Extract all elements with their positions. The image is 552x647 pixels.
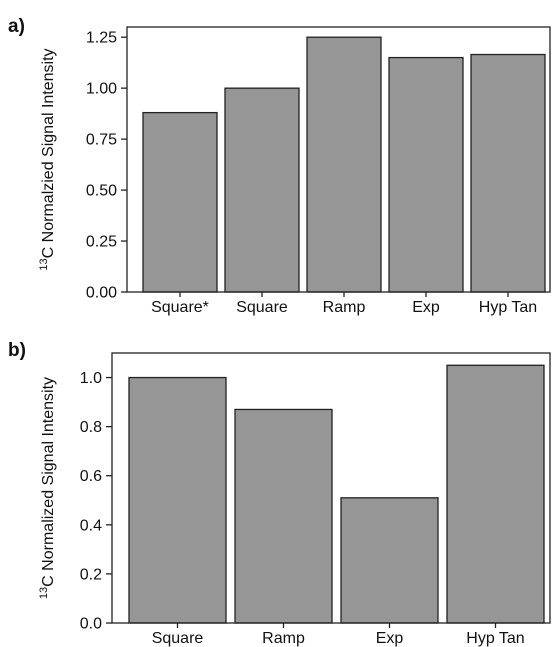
panel-a-y-axis-label: 13C Normalzied Signal Intensity bbox=[38, 48, 57, 270]
x-category-label: Hyp Tan bbox=[479, 299, 537, 316]
bar-exp bbox=[388, 56, 464, 293]
bar-ramp bbox=[234, 408, 333, 624]
panel-a-x-categories: Square* Square Ramp Exp Hyp Tan bbox=[151, 292, 537, 316]
y-tick-label: 1.25 bbox=[86, 30, 117, 47]
panel-b-y-axis-label-superscript: 13 bbox=[38, 587, 50, 599]
x-category-label: Square bbox=[152, 630, 204, 647]
panel-b-label: b) bbox=[8, 340, 26, 361]
bar-exp bbox=[340, 497, 439, 624]
x-category-label: Exp bbox=[376, 630, 404, 647]
panel-b-y-axis-label: 13C Normalized Signal Intensity bbox=[38, 377, 57, 599]
panel-b-bars bbox=[128, 364, 545, 624]
panel-a-plot-frame bbox=[126, 26, 551, 293]
panel-a-y-ticks: 0.00 0.25 0.50 0.75 1.00 1.25 bbox=[86, 30, 127, 302]
x-category-label: Exp bbox=[412, 299, 440, 316]
bar-ramp bbox=[306, 36, 382, 293]
x-category-label: Ramp bbox=[323, 299, 366, 316]
x-category-label: Square bbox=[236, 299, 288, 316]
y-tick-label: 1.0 bbox=[80, 370, 102, 387]
x-category-label: Hyp Tan bbox=[466, 630, 524, 647]
bar-hyp-tan bbox=[470, 53, 546, 293]
y-tick-label: 0.6 bbox=[80, 468, 102, 485]
y-tick-label: 0.4 bbox=[80, 517, 102, 534]
panel-a-bars bbox=[142, 36, 546, 293]
y-tick-label: 0.8 bbox=[80, 419, 102, 436]
panel-b-y-axis-label-text: C Normalized Signal Intensity bbox=[40, 377, 57, 587]
y-tick-label: 0.50 bbox=[86, 183, 117, 200]
x-category-label: Ramp bbox=[262, 630, 305, 647]
bar-square bbox=[128, 376, 227, 624]
bar-square bbox=[142, 111, 218, 293]
panel-a: a) 0.000.250.500.751.001.25 Square* Squar… bbox=[8, 16, 551, 316]
panel-b-y-ticks: 0.0 0.2 0.4 0.6 0.8 1.0 bbox=[80, 370, 112, 633]
y-tick-label: 0.25 bbox=[86, 234, 117, 251]
panel-b-x-categories: Square Ramp Exp Hyp Tan bbox=[152, 623, 525, 647]
panel-a-label: a) bbox=[8, 16, 25, 37]
y-tick-label: 0.75 bbox=[86, 132, 117, 149]
bar-square bbox=[224, 87, 300, 293]
bar-hyp-tan bbox=[446, 364, 545, 624]
panel-a-y-axis-label-superscript: 13 bbox=[38, 258, 50, 270]
panel-b: b) 0.0 0.2 0.4 0.6 0.8 1.0 Square Ramp Exp Hyp T… bbox=[8, 340, 551, 647]
x-category-label: Square* bbox=[151, 299, 209, 316]
y-tick-label: 0.00 bbox=[86, 285, 117, 302]
y-tick-label: 1.00 bbox=[86, 81, 117, 98]
y-tick-label: 0.0 bbox=[80, 616, 102, 633]
panel-a-y-axis-label-text: C Normalzied Signal Intensity bbox=[40, 48, 57, 258]
panel-b-plot-frame bbox=[111, 352, 551, 624]
y-tick-label: 0.2 bbox=[80, 566, 102, 583]
